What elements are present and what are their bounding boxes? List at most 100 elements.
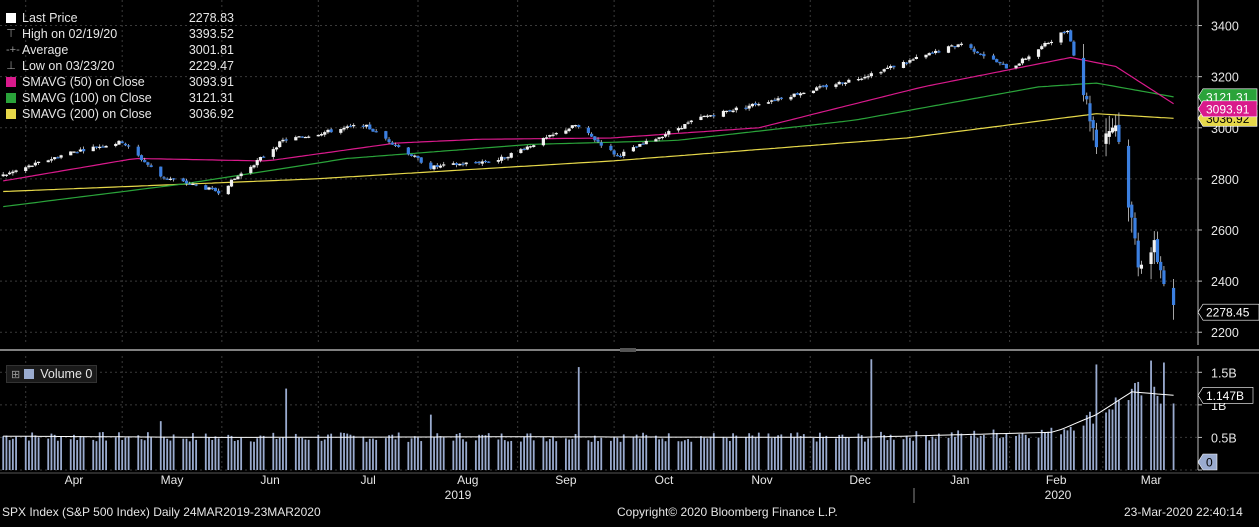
volume-bar	[339, 432, 342, 470]
volume-bar	[635, 434, 638, 470]
volume-bar	[15, 436, 17, 470]
candle-body	[554, 133, 558, 135]
volume-bar	[53, 434, 56, 470]
volume-bar	[47, 438, 50, 470]
candle-body	[1017, 63, 1021, 66]
month-tick-label: Mar	[1141, 473, 1162, 487]
volume-bar	[912, 440, 915, 470]
volume-bar	[860, 435, 863, 470]
expand-icon[interactable]: ⊞	[11, 368, 21, 381]
month-tick-label: Jan	[950, 473, 969, 487]
volume-bar	[790, 433, 792, 470]
candle-body	[509, 153, 513, 158]
volume-bar	[397, 432, 400, 470]
candle-body	[590, 133, 594, 137]
low-marker-icon: ⊥	[6, 60, 16, 72]
volume-bar	[95, 441, 98, 470]
legend-value: 3001.81	[188, 43, 234, 57]
volume-bar	[420, 441, 423, 470]
volume-bar	[253, 441, 255, 470]
legend-last-price: Last Price 2278.83	[6, 10, 234, 26]
volume-bar	[661, 438, 664, 470]
volume-bar	[870, 359, 873, 470]
candle-body	[757, 104, 761, 106]
candle-body	[98, 146, 102, 148]
volume-bar	[372, 438, 374, 470]
volume-bar	[883, 435, 886, 470]
volume-bar	[439, 436, 442, 470]
candle-body	[104, 145, 108, 148]
price-tick-label: 2200	[1211, 326, 1239, 340]
candle-body	[789, 96, 793, 100]
candle-body	[927, 53, 931, 56]
volume-bar	[11, 438, 14, 470]
volume-bar	[915, 431, 918, 470]
candle-body	[840, 82, 844, 84]
candle-body	[609, 145, 613, 151]
month-tick-label: Dec	[849, 473, 870, 487]
candle-body	[4, 174, 9, 176]
volume-bar	[1150, 360, 1152, 470]
volume-bar	[748, 433, 751, 470]
volume-bar	[532, 440, 535, 470]
volume-bar	[349, 434, 352, 470]
year-label: 2019	[445, 488, 472, 502]
volume-bar	[1095, 364, 1098, 470]
candle-body	[236, 176, 240, 180]
candle-body	[1043, 43, 1047, 47]
candle-body	[432, 165, 436, 170]
candle-body	[1062, 31, 1066, 34]
volume-bar	[237, 440, 239, 470]
volume-bar	[1050, 427, 1053, 470]
candle-body	[541, 137, 545, 146]
volume-bar	[114, 437, 117, 470]
candle-body	[117, 140, 121, 145]
volume-bar	[327, 434, 329, 470]
candle-body	[413, 155, 417, 157]
candle-body	[53, 157, 57, 160]
volume-bar	[979, 435, 982, 470]
volume-bar	[298, 437, 300, 470]
candle-body	[487, 161, 491, 163]
candle-body	[1171, 287, 1176, 306]
candle-body	[1136, 240, 1140, 268]
volume-bar	[452, 440, 455, 470]
candle-body	[1, 174, 5, 177]
candle-body	[213, 187, 218, 192]
volume-bar	[375, 439, 378, 470]
candle-body	[1094, 129, 1099, 148]
volume-bar	[256, 438, 259, 470]
volume-bars	[2, 359, 1175, 470]
candle-body	[869, 73, 873, 77]
candle-body	[702, 115, 706, 118]
volume-bar	[118, 432, 120, 470]
volume-label: Volume	[40, 367, 82, 381]
candle-body	[824, 85, 828, 88]
volume-bar	[757, 432, 760, 470]
footer-security: SPX Index (S&P 500 Index) Daily 24MAR201…	[2, 505, 321, 519]
volume-zero-badge-text: 0	[1206, 456, 1213, 470]
volume-bar	[1066, 430, 1069, 470]
candle-body	[78, 149, 82, 152]
volume-bar	[957, 430, 960, 470]
volume-bar	[844, 437, 847, 470]
volume-bar	[638, 438, 641, 470]
candle-body	[181, 178, 185, 182]
volume-bar	[410, 438, 413, 470]
candle-body	[1114, 125, 1118, 132]
volume-bar	[69, 439, 72, 470]
volume-bar	[683, 440, 686, 470]
candle-body	[474, 162, 478, 164]
year-label: 2020	[1045, 488, 1072, 502]
average-marker-icon: -+-	[6, 44, 20, 56]
volume-bar	[976, 437, 979, 470]
candle-body	[1014, 65, 1018, 68]
candle-body	[979, 53, 983, 55]
volume-bar	[365, 441, 368, 470]
candle-body	[94, 146, 99, 148]
candle-body	[8, 172, 12, 175]
candle-body	[371, 128, 375, 132]
candle-body	[773, 99, 777, 101]
legend-value: 3393.52	[188, 27, 234, 41]
candle-body	[728, 110, 732, 112]
